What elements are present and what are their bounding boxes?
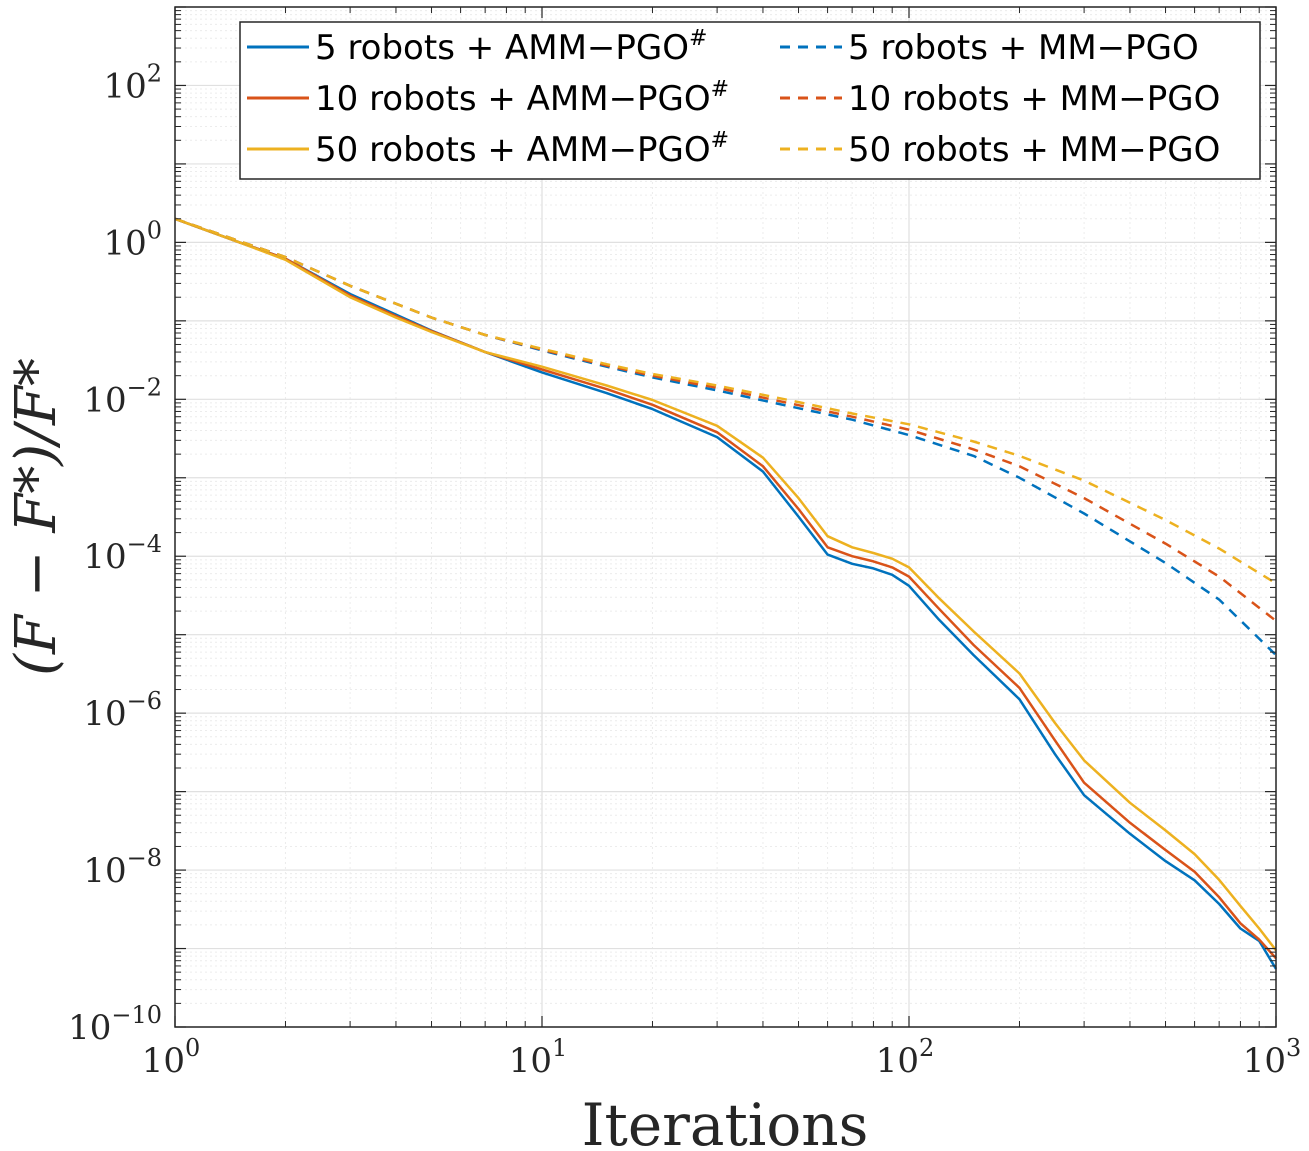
x-tick-label: 102: [876, 1034, 935, 1081]
y-axis-title: (F − F*)/F*: [4, 358, 69, 676]
tick-marks: [174, 6, 1277, 1028]
legend-entries: 5 robots + AMM−PGO# 10 robots + AMM−PGO# 5…: [247, 26, 1220, 170]
y-tick-label: 100: [103, 216, 162, 263]
series-layer: [174, 217, 1278, 970]
x-tick-labels: 100 101 102 103: [142, 1034, 1302, 1081]
legend-label-6: 50 robots + MM−PGO: [848, 130, 1220, 170]
legend-label-2: 10 robots + AMM−PGO#: [315, 77, 729, 119]
plot-frame: [174, 6, 1277, 1028]
legend: 5 robots + AMM−PGO# 10 robots + AMM−PGO# 5…: [239, 21, 1261, 180]
y-tick-label: 10−4: [83, 530, 162, 577]
legend-box: [239, 21, 1261, 180]
x-axis-title: Iterations: [582, 1091, 869, 1151]
legend-label-4: 5 robots + MM−PGO: [848, 28, 1199, 68]
y-tick-label: 102: [103, 59, 162, 106]
legend-label-5: 10 robots + MM−PGO: [848, 79, 1220, 119]
x-tick-label: 100: [142, 1034, 201, 1081]
legend-label-1: 5 robots + AMM−PGO#: [315, 26, 707, 68]
legend-label-3: 50 robots + AMM−PGO#: [315, 128, 729, 170]
series-line-3: [174, 217, 1277, 952]
x-tick-label: 103: [1243, 1034, 1302, 1081]
y-tick-label: 10−10: [68, 1001, 162, 1048]
y-tick-label: 10−6: [83, 687, 162, 734]
x-tick-label: 101: [509, 1034, 568, 1081]
series-line-6: [174, 217, 1277, 585]
y-tick-label: 10−2: [83, 373, 162, 420]
y-tick-label: 10−8: [83, 844, 162, 891]
y-tick-labels: 102 100 10−2 10−4 10−6 10−8 10−10: [68, 59, 162, 1048]
